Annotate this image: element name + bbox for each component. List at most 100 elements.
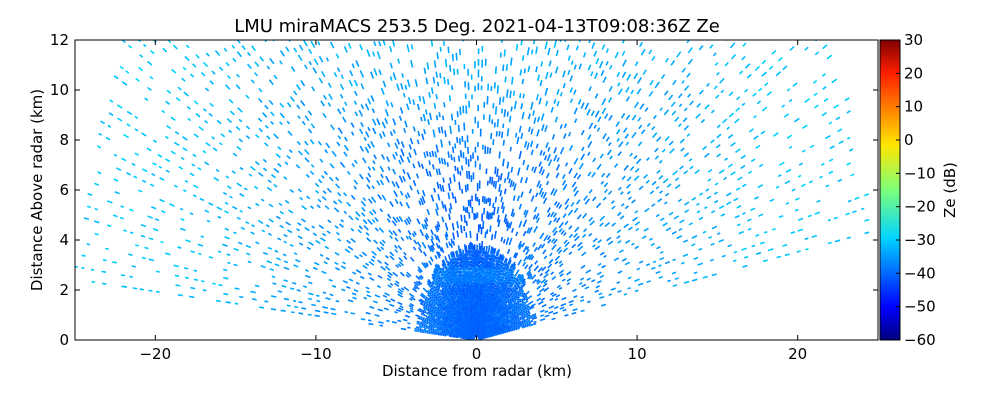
ze-gate xyxy=(209,102,214,107)
ze-gate xyxy=(208,202,214,206)
ze-gate xyxy=(567,55,571,61)
ze-gate xyxy=(522,93,525,99)
ze-gate xyxy=(506,128,510,137)
ze-gate xyxy=(713,191,719,195)
ze-gate xyxy=(574,235,580,242)
ze-gate xyxy=(802,124,808,129)
ze-gate xyxy=(521,322,525,326)
ze-gate xyxy=(617,186,622,191)
ze-gate xyxy=(561,174,566,180)
ze-gate xyxy=(625,114,631,121)
ze-gate xyxy=(387,284,392,289)
ze-gate xyxy=(634,278,640,282)
ze-gate xyxy=(442,312,446,316)
ze-gate xyxy=(433,292,437,296)
ze-gate xyxy=(643,227,649,232)
ze-gate xyxy=(490,211,494,220)
ze-gate xyxy=(437,264,442,271)
ze-gate xyxy=(644,207,650,213)
ze-gate xyxy=(539,232,545,240)
ze-gate xyxy=(678,123,682,128)
ze-gate xyxy=(517,327,520,330)
ze-gate xyxy=(649,190,655,195)
ze-gate xyxy=(618,141,624,148)
ze-gate xyxy=(435,290,439,294)
ze-gate xyxy=(253,185,259,190)
ze-gate xyxy=(550,106,554,113)
ze-gate xyxy=(417,241,422,248)
ze-gate xyxy=(428,151,432,158)
ze-gate xyxy=(436,301,440,305)
ze-gate xyxy=(537,244,543,251)
ze-gate xyxy=(776,255,782,259)
ze-gate xyxy=(577,98,582,105)
ze-gate xyxy=(522,245,528,253)
ze-gate xyxy=(319,158,324,163)
ze-gate xyxy=(175,97,181,102)
ze-gate xyxy=(599,274,605,279)
ze-gate xyxy=(297,188,303,193)
ze-gate xyxy=(501,40,503,43)
ze-gate xyxy=(492,266,495,270)
ze-gate xyxy=(611,205,616,210)
ze-gate xyxy=(823,98,829,102)
ze-gate xyxy=(427,310,431,314)
ze-gate xyxy=(683,280,690,284)
ze-gate xyxy=(370,140,375,148)
ze-gate xyxy=(448,241,451,247)
ze-gate xyxy=(503,214,507,223)
ze-gate xyxy=(668,211,674,216)
ze-gate xyxy=(710,109,715,114)
ze-gate xyxy=(215,168,220,173)
ze-gate xyxy=(593,124,597,129)
ze-gate xyxy=(552,238,558,245)
ze-gate xyxy=(264,124,269,129)
ze-gate xyxy=(389,76,393,81)
ze-gate xyxy=(521,315,525,318)
ze-gate xyxy=(351,163,356,168)
ze-gate xyxy=(371,108,376,114)
ze-gate xyxy=(381,154,386,160)
ze-gate xyxy=(505,64,509,71)
ze-gate xyxy=(505,286,509,290)
ze-gate xyxy=(438,294,442,299)
ze-gate xyxy=(432,307,436,311)
ze-gate xyxy=(492,258,496,263)
ze-gate xyxy=(428,260,433,266)
ze-gate xyxy=(359,275,365,280)
ze-gate xyxy=(442,303,446,307)
ze-gate xyxy=(552,230,558,236)
ze-gate xyxy=(567,131,572,137)
ze-gate xyxy=(511,261,516,269)
ze-gate xyxy=(629,166,635,171)
ze-gate xyxy=(380,265,386,271)
ze-gate xyxy=(451,251,455,258)
ze-gate xyxy=(804,46,809,51)
ze-gate xyxy=(385,156,391,163)
ze-gate xyxy=(648,90,654,97)
ze-gate xyxy=(594,245,601,251)
ze-gate xyxy=(450,243,453,248)
ze-gate xyxy=(524,210,529,218)
ze-gate xyxy=(706,195,712,200)
ze-gate xyxy=(551,293,557,297)
ze-gate xyxy=(506,271,510,275)
ze-gate xyxy=(545,180,550,186)
ze-gate xyxy=(580,153,586,161)
ze-gate xyxy=(864,231,870,235)
ze-gate xyxy=(457,245,461,254)
ze-gate xyxy=(490,260,493,264)
ze-gate xyxy=(323,94,327,100)
ze-gate xyxy=(520,103,524,110)
ze-gate xyxy=(506,273,510,277)
ze-gate xyxy=(437,221,441,228)
ze-gate xyxy=(369,277,375,281)
ze-gate xyxy=(399,271,405,277)
ze-gate xyxy=(623,223,629,229)
ze-gate xyxy=(436,281,440,285)
ze-gate xyxy=(544,310,549,314)
ze-gate xyxy=(416,139,420,145)
ze-gate xyxy=(768,65,774,70)
ze-gate xyxy=(96,145,102,149)
ze-gate xyxy=(502,273,506,278)
